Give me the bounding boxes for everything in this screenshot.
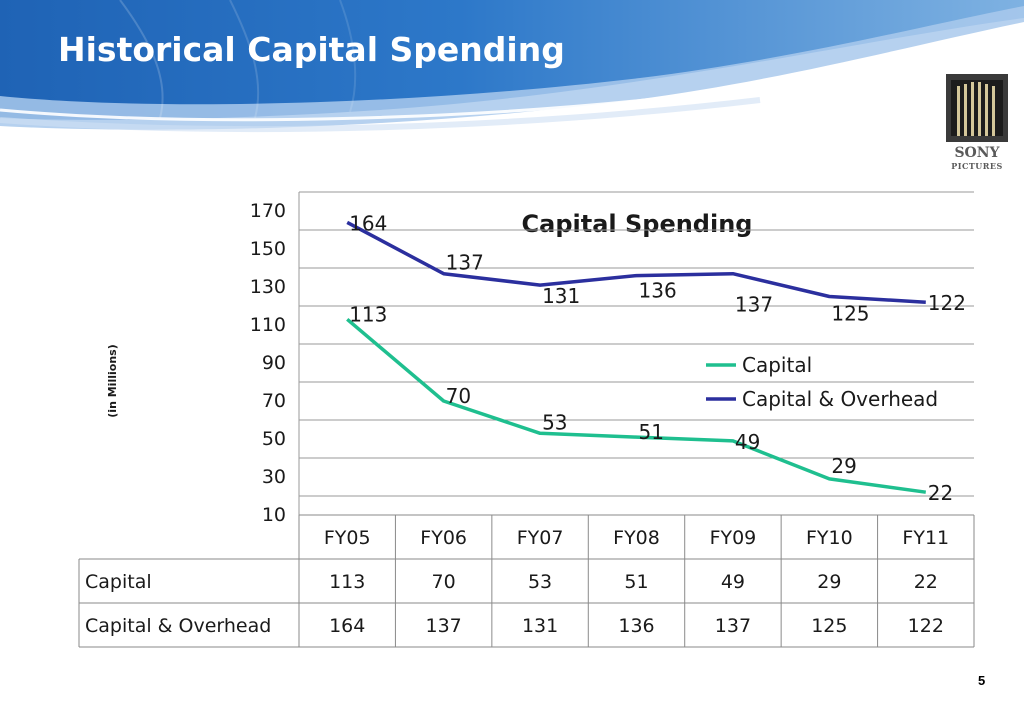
capital-series-line (346, 317, 927, 494)
table-cell: 70 (432, 571, 456, 593)
y-axis-label: (in Millions) (106, 344, 119, 417)
x-category-label: FY05 (324, 527, 371, 549)
capital-overhead-data-label: 122 (928, 291, 966, 315)
table-row-label: Capital & Overhead (85, 615, 271, 637)
capital-data-label: 22 (928, 481, 953, 505)
x-category-label: FY07 (517, 527, 564, 549)
table-cell: 113 (329, 571, 365, 593)
capital-data-label: 51 (639, 420, 664, 444)
header-banner (0, 0, 1024, 133)
y-tick-label: 30 (262, 466, 286, 488)
x-category-label: FY06 (420, 527, 467, 549)
y-tick-label: 50 (262, 428, 286, 450)
y-tick-label: 130 (250, 276, 286, 298)
table-cell: 29 (817, 571, 841, 593)
table-cell: 122 (908, 615, 944, 637)
chart-title: Capital Spending (522, 210, 753, 238)
table-cell: 137 (426, 615, 462, 637)
logo-subtitle: PICTURES (951, 161, 1003, 171)
capital-overhead-data-label: 164 (349, 211, 387, 235)
capital-overhead-series-line (346, 220, 926, 304)
capital-data-label: 70 (446, 384, 471, 408)
table-cell: 51 (624, 571, 648, 593)
capital-overhead-data-label: 125 (831, 302, 869, 326)
legend: Capital Capital & Overhead (706, 353, 938, 411)
legend-label-capital: Capital (742, 353, 812, 377)
y-tick-label: 90 (262, 352, 286, 374)
x-category-label: FY09 (710, 527, 757, 549)
logo-wordmark: SONY (954, 145, 1000, 161)
x-category-label: FY08 (613, 527, 660, 549)
table-cell: 137 (715, 615, 751, 637)
x-category-label: FY10 (806, 527, 853, 549)
capital-overhead-data-label: 136 (639, 279, 677, 303)
capital-data-label: 29 (831, 454, 856, 478)
y-tick-label: 170 (250, 200, 286, 222)
data-labels: 113 70 53 51 49 29 22 164 137 131 136 137 125 122 (349, 211, 966, 505)
y-tick-label: 110 (250, 314, 286, 336)
table-cell: 131 (522, 615, 558, 637)
capital-data-label: 53 (542, 410, 567, 434)
legend-label-capital-overhead: Capital & Overhead (742, 387, 938, 411)
capital-data-label: 113 (349, 302, 387, 326)
slide-title: Historical Capital Spending (58, 30, 565, 69)
capital-overhead-data-label: 131 (542, 284, 580, 308)
data-table: FY05 FY06 FY07 FY08 FY09 FY10 FY11 Capital 113 70… (78, 514, 975, 648)
gridlines (298, 191, 974, 515)
table-cell: 53 (528, 571, 552, 593)
x-category-label: FY11 (902, 527, 949, 549)
table-cell: 136 (618, 615, 654, 637)
y-tick-label: 70 (262, 390, 286, 412)
page-number: 5 (978, 673, 986, 688)
table-cell: 22 (914, 571, 938, 593)
table-cell: 125 (811, 615, 847, 637)
table-row-label: Capital (85, 571, 152, 593)
y-tick-label: 10 (262, 504, 286, 526)
series-lines (346, 220, 927, 494)
table-cell: 49 (721, 571, 745, 593)
table-cell: 164 (329, 615, 365, 637)
capital-overhead-data-label: 137 (446, 251, 484, 275)
y-axis-ticks: 170 150 130 110 90 70 50 30 10 (250, 200, 286, 526)
capital-data-label: 49 (735, 430, 760, 454)
sony-pictures-logo (946, 74, 1008, 142)
y-tick-label: 150 (250, 238, 286, 260)
capital-overhead-data-label: 137 (735, 293, 773, 317)
